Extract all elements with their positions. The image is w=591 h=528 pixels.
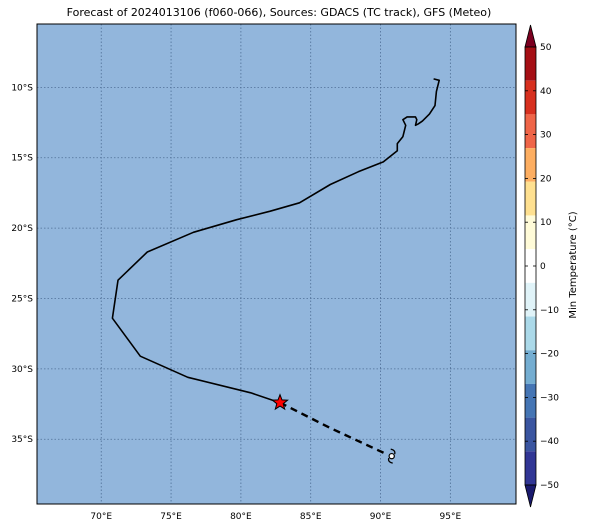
longitude-labels: 70°E 75°E 80°E 85°E 90°E 95°E: [90, 512, 461, 522]
lat-tick-label: 35°S: [11, 435, 33, 445]
lat-tick-label: 25°S: [11, 294, 33, 304]
lat-tick-label: 10°S: [11, 83, 33, 93]
lat-tick-label: 30°S: [11, 365, 33, 375]
colorbar-tick-label: 10: [540, 218, 552, 228]
lon-tick-label: 80°E: [230, 512, 252, 522]
latitude-labels: 10°S 15°S 20°S 25°S 30°S 35°S: [11, 83, 33, 445]
lon-tick-label: 70°E: [90, 512, 112, 522]
colorbar-band: [525, 80, 536, 115]
colorbar-band: [525, 215, 536, 250]
lat-tick-label: 20°S: [11, 224, 33, 234]
colorbar-tick-label: −30: [540, 393, 559, 403]
colorbar: 50 40 30 20 10 0 −10 −20 −30 −40 −50: [524, 24, 559, 508]
colorbar-tick-label: −10: [540, 306, 559, 316]
current-position-star-icon: [271, 393, 289, 411]
graticule: [37, 24, 516, 504]
colorbar-tick-label: 30: [540, 131, 552, 141]
colorbar-top-extension: [524, 24, 537, 48]
lat-tick-label: 15°S: [11, 154, 33, 164]
colorbar-band: [525, 316, 536, 351]
colorbar-tick-label: −40: [540, 437, 559, 447]
forecast-track-line: [279, 401, 386, 455]
colorbar-band: [525, 249, 536, 283]
colorbar-title: Min Temperature (°C): [568, 211, 579, 318]
colorbar-band: [525, 417, 536, 452]
cyclone-symbol-icon: [387, 448, 396, 464]
colorbar-tick-label: −20: [540, 350, 559, 360]
colorbar-band: [525, 47, 536, 81]
colorbar-tick-label: 0: [540, 262, 546, 272]
colorbar-band: [525, 383, 536, 418]
cyclone-markers: [271, 393, 396, 464]
cyclone-arm-lower: [387, 457, 393, 464]
colorbar-band: [525, 282, 536, 317]
lon-tick-label: 85°E: [300, 512, 322, 522]
colorbar-band: [525, 451, 536, 485]
colorbar-band: [525, 350, 536, 384]
colorbar-tick-label: 20: [540, 174, 552, 184]
cyclone-eye: [388, 452, 395, 460]
colorbar-band: [525, 148, 536, 182]
colorbar-band: [525, 114, 536, 149]
ocean-background: [37, 24, 516, 504]
lon-tick-label: 90°E: [370, 512, 392, 522]
map-frame: [36, 23, 517, 505]
colorbar-tick-label: 50: [540, 43, 552, 53]
colorbar-tick-label: 40: [540, 87, 552, 97]
cyclone-arm-upper: [390, 448, 396, 455]
map-title: Forecast of 2024013106 (f060-066), Sourc…: [66, 6, 492, 19]
lon-tick-label: 95°E: [440, 512, 462, 522]
lon-tick-label: 75°E: [160, 512, 182, 522]
colorbar-band: [525, 181, 536, 216]
past-track-line: [111, 78, 441, 404]
colorbar-tick-label: −50: [540, 481, 559, 491]
colorbar-bottom-extension: [524, 484, 537, 508]
cyclone-track: [111, 78, 441, 455]
